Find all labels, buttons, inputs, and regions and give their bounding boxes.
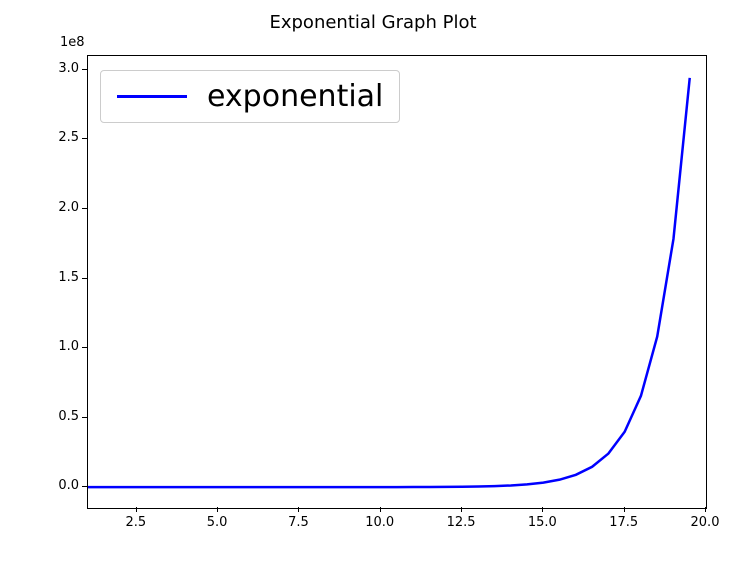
x-tick-label: 15.0: [522, 515, 562, 530]
x-tick-mark: [624, 507, 625, 512]
plot-area: [87, 55, 707, 509]
x-tick-mark: [461, 507, 462, 512]
plot-svg: [88, 56, 706, 508]
x-tick-label: 5.0: [197, 515, 237, 530]
y-tick-label: 0.5: [39, 409, 79, 424]
y-tick-label: 3.0: [39, 61, 79, 76]
y-tick-mark: [82, 69, 87, 70]
y-tick-mark: [82, 138, 87, 139]
x-tick-mark: [542, 507, 543, 512]
x-tick-mark: [217, 507, 218, 512]
y-tick-mark: [82, 486, 87, 487]
x-tick-label: 7.5: [278, 515, 318, 530]
x-tick-label: 20.0: [685, 515, 725, 530]
y-tick-mark: [82, 417, 87, 418]
y-tick-label: 1.0: [39, 339, 79, 354]
y-tick-mark: [82, 208, 87, 209]
x-tick-label: 2.5: [116, 515, 156, 530]
y-tick-label: 1.5: [39, 270, 79, 285]
series-line-exponential: [88, 78, 690, 487]
y-axis-offset-text: 1e8: [60, 35, 85, 50]
y-tick-label: 0.0: [39, 478, 79, 493]
y-tick-label: 2.5: [39, 130, 79, 145]
y-tick-label: 2.0: [39, 200, 79, 215]
y-tick-mark: [82, 278, 87, 279]
x-tick-label: 17.5: [604, 515, 644, 530]
legend: exponential: [100, 70, 400, 123]
chart-title: Exponential Graph Plot: [0, 12, 746, 33]
x-tick-mark: [298, 507, 299, 512]
x-tick-mark: [705, 507, 706, 512]
x-tick-label: 12.5: [441, 515, 481, 530]
x-tick-mark: [136, 507, 137, 512]
legend-line-sample: [117, 95, 187, 98]
x-tick-mark: [380, 507, 381, 512]
y-tick-mark: [82, 347, 87, 348]
chart-figure: Exponential Graph Plot 1e8 0.0 0.5 1.0 1.5 2…: [0, 0, 746, 570]
x-tick-label: 10.0: [360, 515, 400, 530]
legend-label: exponential: [207, 79, 383, 114]
